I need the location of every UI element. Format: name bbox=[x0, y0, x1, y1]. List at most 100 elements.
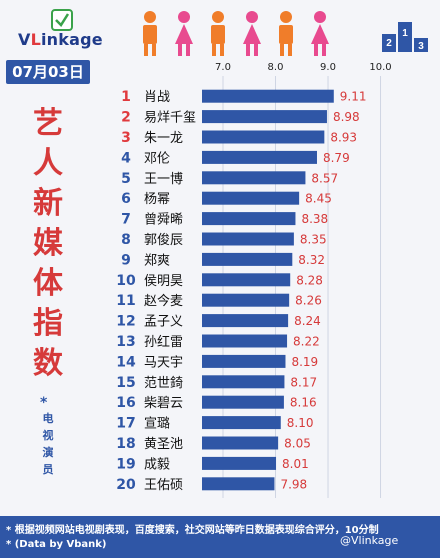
date-badge: 07月03日 bbox=[6, 60, 90, 84]
svg-text:3: 3 bbox=[418, 41, 424, 52]
value-label: 8.45 bbox=[305, 192, 332, 206]
person-figure-icon bbox=[311, 11, 329, 56]
value-label: 7.98 bbox=[280, 477, 307, 491]
category-label: 郑爽 bbox=[144, 253, 170, 268]
person-figure-icon bbox=[143, 11, 157, 56]
footer-data-source: * (Data by Vbank) bbox=[6, 539, 107, 550]
title-char: 人 bbox=[33, 146, 63, 181]
rank-label: 11 bbox=[116, 293, 135, 309]
rank-label: 19 bbox=[116, 456, 135, 472]
rank-label: 2 bbox=[121, 110, 131, 126]
bar bbox=[202, 477, 275, 491]
logo-mark-icon bbox=[51, 9, 73, 31]
value-label: 8.79 bbox=[323, 151, 350, 165]
value-label: 8.01 bbox=[282, 457, 309, 471]
rank-label: 9 bbox=[121, 252, 131, 268]
rank-label: 6 bbox=[121, 191, 131, 207]
bar bbox=[202, 314, 289, 328]
rank-label: 15 bbox=[116, 375, 135, 391]
bar bbox=[202, 293, 290, 307]
title-char: 新 bbox=[33, 186, 63, 221]
value-label: 8.22 bbox=[293, 335, 320, 349]
rank-label: 20 bbox=[116, 477, 136, 493]
logo-letter-v: V bbox=[18, 30, 31, 49]
category-label: 黄圣池 bbox=[144, 437, 183, 452]
category-label: 范世錡 bbox=[144, 375, 183, 391]
bar bbox=[202, 252, 293, 266]
person-figure-icon bbox=[243, 11, 261, 56]
logo-text: VLinkage bbox=[18, 30, 103, 49]
value-label: 8.57 bbox=[311, 171, 338, 185]
rank-label: 10 bbox=[116, 273, 136, 289]
people-icon bbox=[143, 11, 329, 56]
rank-label: 18 bbox=[116, 436, 135, 452]
rank-label: 14 bbox=[116, 354, 136, 370]
podium-icon: 2 1 3 bbox=[382, 22, 428, 52]
value-label: 8.24 bbox=[294, 314, 321, 328]
value-label: 8.26 bbox=[295, 294, 322, 308]
title-char: 艺 bbox=[33, 106, 63, 141]
value-label: 8.35 bbox=[300, 233, 327, 247]
value-label: 8.93 bbox=[330, 131, 357, 145]
left-panel bbox=[6, 86, 90, 508]
category-label: 孟子义 bbox=[144, 315, 183, 330]
category-label: 邓伦 bbox=[144, 151, 170, 166]
person-figure-icon bbox=[211, 11, 225, 56]
category-label: 王佑硕 bbox=[144, 478, 183, 493]
rank-label: 17 bbox=[116, 416, 135, 432]
category-label: 肖战 bbox=[144, 90, 170, 105]
rank-label: 13 bbox=[116, 334, 135, 350]
category-label: 孙红雷 bbox=[144, 334, 183, 350]
category-label: 杨幂 bbox=[144, 192, 170, 207]
value-label: 8.05 bbox=[284, 437, 311, 451]
bar bbox=[202, 232, 294, 246]
person-figure-icon bbox=[175, 11, 193, 56]
category-label: 柴碧云 bbox=[144, 396, 183, 411]
rank-label: 7 bbox=[121, 212, 131, 228]
rank-label: 1 bbox=[121, 89, 131, 105]
bar bbox=[202, 456, 277, 470]
subtitle-char: 视 bbox=[42, 429, 54, 442]
svg-text:2: 2 bbox=[386, 38, 392, 49]
title-char: 数 bbox=[33, 346, 63, 381]
value-label: 8.10 bbox=[287, 416, 314, 430]
logo-letter-l: L bbox=[30, 30, 41, 49]
bar bbox=[202, 375, 285, 389]
rank-label: 8 bbox=[121, 232, 131, 248]
value-label: 8.19 bbox=[291, 355, 318, 369]
subtitle-char: 电 bbox=[42, 412, 54, 425]
logo-letters-rest: inkage bbox=[41, 30, 103, 49]
subtitle-star: * bbox=[40, 395, 48, 411]
category-label: 曾舜晞 bbox=[144, 213, 183, 228]
subtitle-char: 演 bbox=[42, 446, 54, 459]
bar bbox=[202, 416, 281, 430]
value-label: 8.98 bbox=[333, 110, 360, 124]
svg-text:1: 1 bbox=[402, 28, 408, 39]
rank-label: 5 bbox=[121, 171, 131, 187]
x-tick-label: 10.0 bbox=[369, 62, 391, 73]
bar bbox=[202, 436, 279, 450]
bar bbox=[202, 191, 300, 205]
footer-note: * 根据视频网站电视剧表现，百度搜索，社交网站等昨日数据表现综合评分，10分制 bbox=[6, 525, 379, 536]
title-char: 指 bbox=[33, 306, 63, 341]
rank-label: 16 bbox=[116, 395, 135, 411]
bar bbox=[202, 130, 325, 144]
bar bbox=[202, 171, 306, 185]
bar bbox=[202, 110, 327, 124]
rank-label: 3 bbox=[121, 130, 131, 146]
bar bbox=[202, 395, 284, 409]
category-label: 宣璐 bbox=[144, 416, 170, 432]
category-label: 易烊千玺 bbox=[144, 111, 196, 126]
bar bbox=[202, 89, 334, 103]
footer-bar bbox=[0, 516, 440, 558]
bar bbox=[202, 334, 288, 348]
category-label: 马天宇 bbox=[144, 355, 183, 370]
value-label: 8.16 bbox=[290, 396, 317, 410]
value-label: 9.11 bbox=[340, 90, 367, 104]
watermark: @Vlinkage bbox=[340, 534, 399, 547]
rank-label: 4 bbox=[121, 150, 131, 166]
title-char: 体 bbox=[33, 266, 63, 301]
bar bbox=[202, 212, 296, 226]
category-label: 赵今麦 bbox=[144, 293, 183, 309]
category-label: 侯明昊 bbox=[144, 274, 183, 289]
